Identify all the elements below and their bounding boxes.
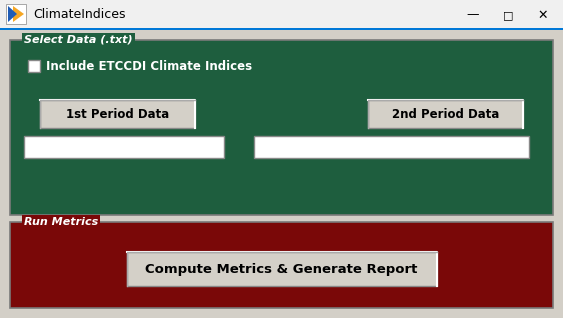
Text: Compute Metrics & Generate Report: Compute Metrics & Generate Report: [145, 262, 418, 275]
Text: 2nd Period Data: 2nd Period Data: [392, 107, 499, 121]
Text: □: □: [503, 10, 513, 20]
Bar: [127, 252, 436, 286]
Bar: [254, 136, 529, 158]
Bar: [10, 222, 553, 308]
Text: Include ETCCDI Climate Indices: Include ETCCDI Climate Indices: [46, 59, 252, 73]
Bar: [368, 100, 523, 128]
Bar: [127, 252, 436, 286]
Text: ✕: ✕: [538, 9, 548, 22]
Bar: [0, 0, 563, 30]
Bar: [10, 40, 553, 215]
Text: —: —: [467, 9, 479, 22]
Polygon shape: [8, 6, 17, 22]
Bar: [368, 100, 523, 128]
Bar: [6, 4, 26, 24]
Bar: [0, 28, 563, 30]
Text: ClimateIndices: ClimateIndices: [33, 9, 126, 22]
Bar: [40, 100, 195, 128]
Bar: [24, 136, 224, 158]
Text: 1st Period Data: 1st Period Data: [66, 107, 169, 121]
Polygon shape: [13, 6, 24, 22]
Bar: [28, 60, 40, 72]
Text: Run Metrics: Run Metrics: [24, 217, 99, 227]
Bar: [40, 100, 195, 128]
Text: Select Data (.txt): Select Data (.txt): [24, 35, 133, 45]
